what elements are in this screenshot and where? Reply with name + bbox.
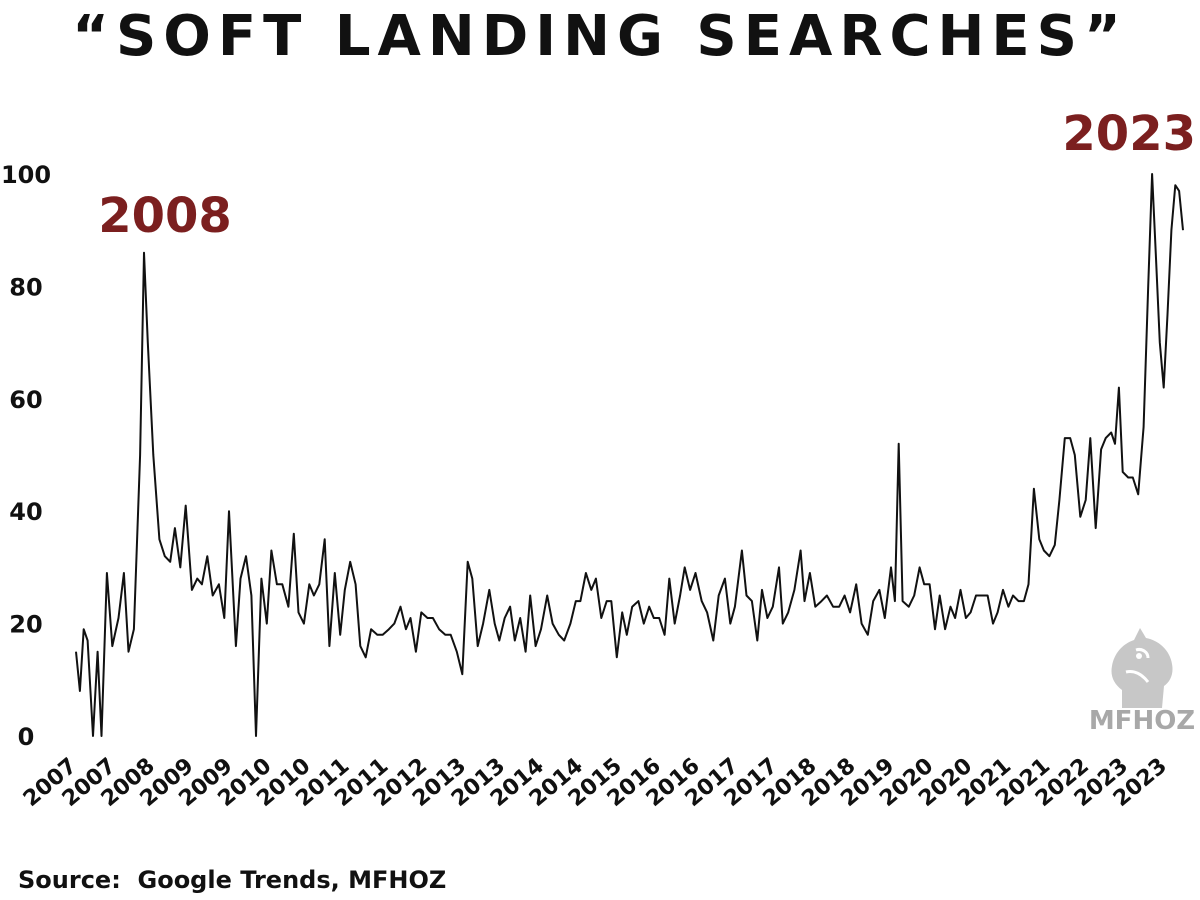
annotation-label: 2008 — [98, 188, 232, 244]
y-tick-label: 60 — [9, 386, 42, 414]
y-tick-label: 0 — [18, 723, 35, 751]
chart-title: “SOFT LANDING SEARCHES” — [72, 4, 1128, 69]
y-tick-label: 20 — [9, 611, 42, 639]
x-axis-tick-labels: 2007200720082009200920102010201120112012… — [19, 753, 1172, 812]
knight-chess-icon — [1111, 628, 1173, 708]
y-tick-label: 100 — [1, 161, 51, 189]
source-note: Source: Google Trends, MFHOZ — [18, 866, 447, 894]
y-axis-tick-labels: 0 20 40 60 80 100 — [1, 161, 51, 751]
y-tick-label: 80 — [9, 273, 42, 301]
watermark-text: MFHOZ — [1088, 706, 1196, 736]
series-line — [75, 173, 1184, 737]
y-tick-label: 40 — [9, 498, 42, 526]
series-group — [75, 173, 1184, 737]
annotation-label: 2023 — [1062, 106, 1196, 162]
annotation-group: 2008 2023 — [98, 106, 1196, 244]
